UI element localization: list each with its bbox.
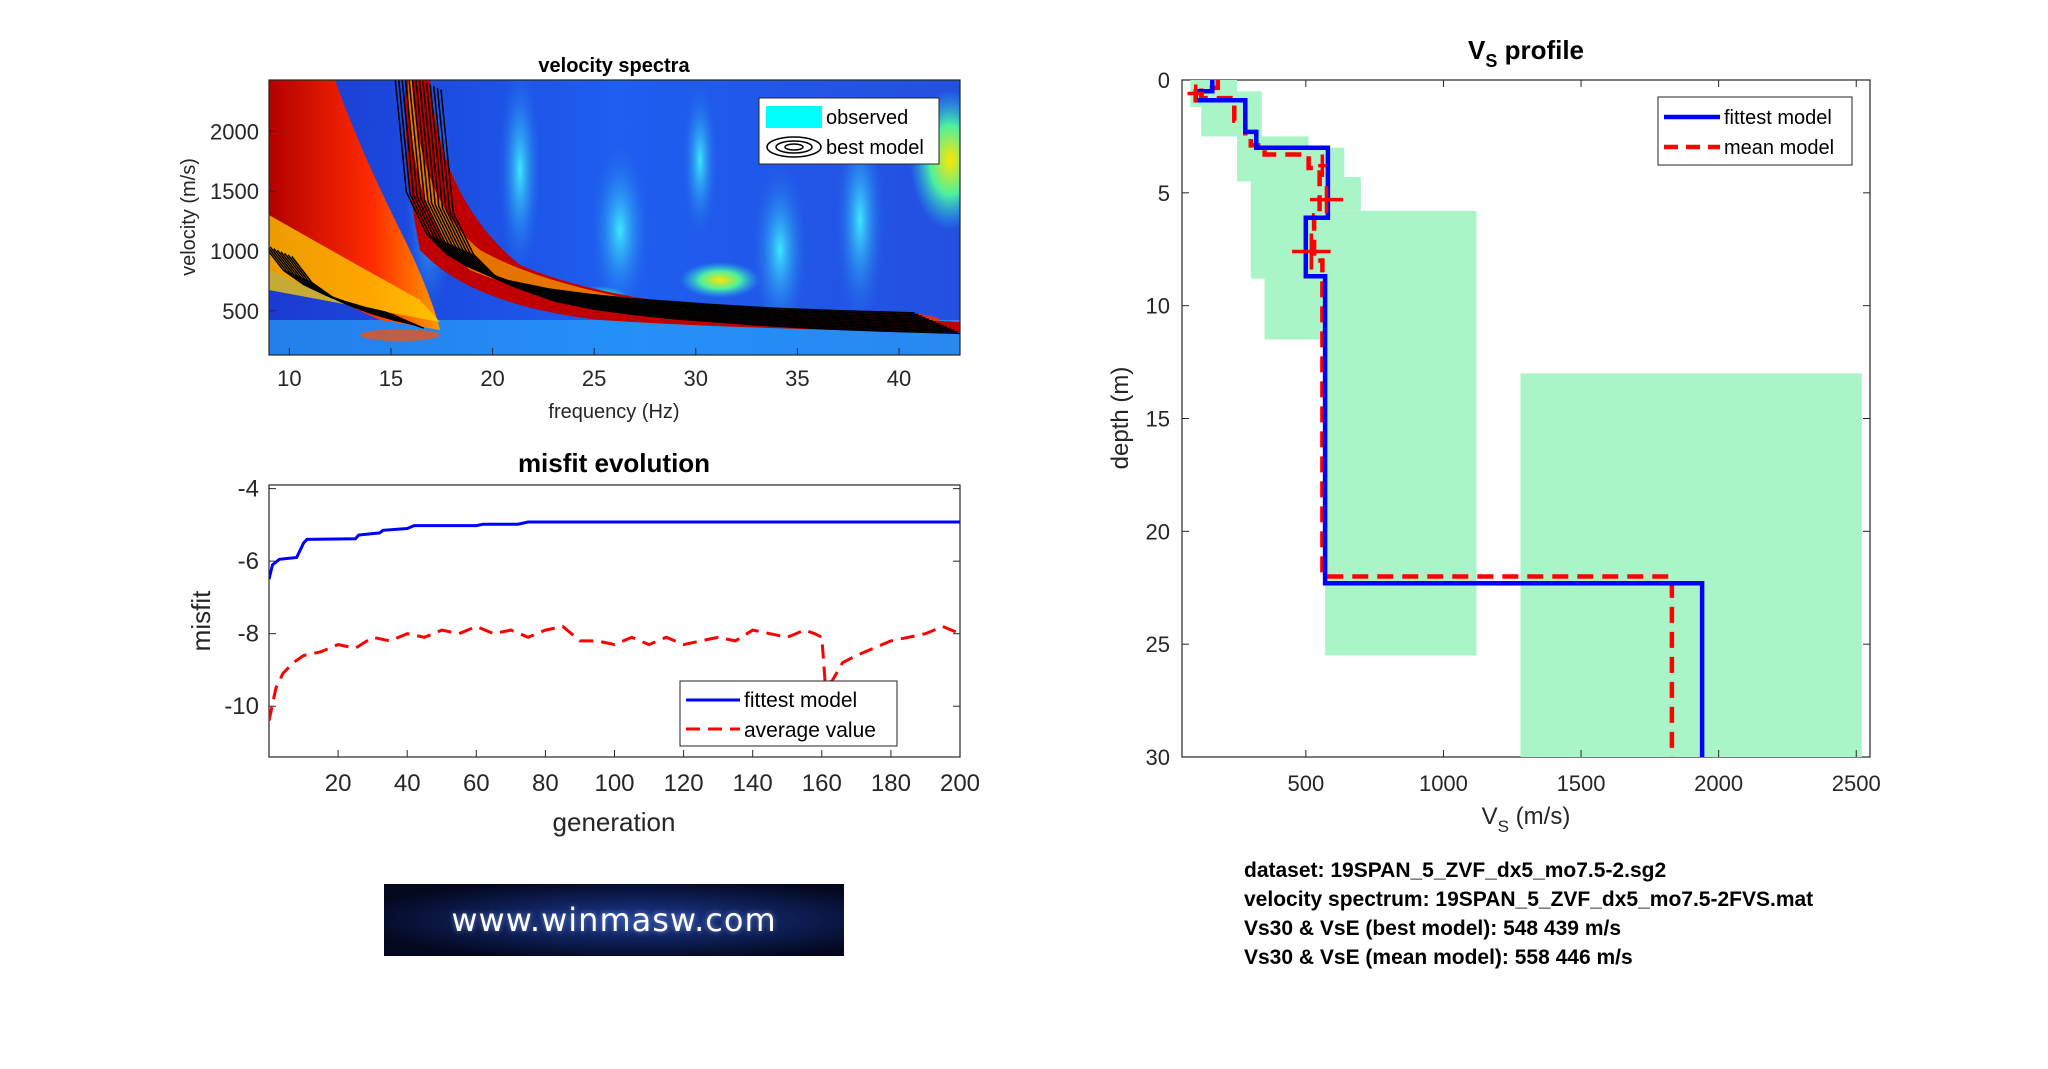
dataset-info: dataset: 19SPAN_5_ZVF_dx5_mo7.5-2.sg2 ve… xyxy=(1244,856,1813,972)
info-vs30-mean: Vs30 & VsE (mean model): 558 446 m/s xyxy=(1244,946,1633,969)
axis-ticks: 20 40 60 80 100 120 140 160 180 200 -4 -6 -8 -10 xyxy=(224,476,980,797)
y-tick-label: -6 xyxy=(238,548,259,575)
series-line-average-value xyxy=(269,624,960,722)
x-tick-label: 35 xyxy=(785,366,809,391)
uncertainty-box xyxy=(1264,271,1326,340)
y-tick-label: 500 xyxy=(222,299,259,324)
y-tick-label: 0 xyxy=(1158,68,1170,93)
legend-swatch-observed xyxy=(766,106,822,128)
x-tick-label: 140 xyxy=(733,770,773,797)
contour-line xyxy=(425,83,947,328)
contour-line xyxy=(429,84,951,330)
legend-label-observed: observed xyxy=(826,107,908,129)
y-axis-label: velocity (m/s) xyxy=(178,158,200,276)
x-tick-label: 80 xyxy=(532,770,559,797)
contour-line xyxy=(404,80,926,319)
contour-line xyxy=(397,80,919,316)
chart-legend: observed best model xyxy=(758,97,940,165)
error-bars xyxy=(1187,84,1343,270)
legend-label-fittest-model: fittest model xyxy=(1724,107,1832,129)
legend-label-fittest-model: fittest model xyxy=(744,689,857,712)
y-tick-label: 5 xyxy=(1158,181,1170,206)
x-tick-label: 200 xyxy=(940,770,980,797)
y-tick-label: 20 xyxy=(1146,519,1170,544)
misfit-evolution-chart: misfit evolution generation misfit 20 40 6… xyxy=(186,448,980,837)
x-tick-label: 15 xyxy=(379,366,403,391)
x-tick-label: 100 xyxy=(594,770,634,797)
axis-ticks: 10 15 20 25 30 35 40 500 1000 1500 2000 xyxy=(210,119,911,391)
contour-line xyxy=(436,87,958,333)
y-axis-label: misfit xyxy=(186,590,216,651)
x-tick-label: 2000 xyxy=(1694,771,1743,796)
chart-title: VS profile xyxy=(1468,35,1584,71)
y-tick-label: 15 xyxy=(1146,407,1170,432)
chart-title: misfit evolution xyxy=(518,448,710,478)
info-dataset: dataset: 19SPAN_5_ZVF_dx5_mo7.5-2.sg2 xyxy=(1244,859,1667,882)
contour-line xyxy=(440,89,960,335)
y-tick-label: -10 xyxy=(224,693,259,720)
vs-profile-chart: VS profile VS (m/s) depth (m) 500 1000 150… xyxy=(1107,35,1881,836)
x-tick-label: 30 xyxy=(684,366,708,391)
best-model-contours xyxy=(269,80,960,335)
x-tick-label: 25 xyxy=(582,366,606,391)
x-tick-label: 20 xyxy=(480,366,504,391)
x-tick-label: 1500 xyxy=(1557,771,1606,796)
x-tick-label: 40 xyxy=(394,770,421,797)
y-tick-label: 25 xyxy=(1146,632,1170,657)
x-axis-label: frequency (Hz) xyxy=(548,401,679,423)
axis-ticks: 500 1000 1500 2000 2500 0 5 10 15 20 25 30 xyxy=(1146,68,1881,796)
contour-line xyxy=(401,80,922,317)
info-velocity-spectrum: velocity spectrum: 19SPAN_5_ZVF_dx5_mo7.… xyxy=(1244,888,1814,911)
contour-line xyxy=(394,80,915,314)
x-tick-label: 120 xyxy=(664,770,704,797)
uncertainty-box xyxy=(1325,210,1477,656)
y-axis-label: depth (m) xyxy=(1107,367,1134,470)
legend-label-mean-model: mean model xyxy=(1724,137,1834,159)
contour-line xyxy=(433,86,955,331)
x-tick-label: 160 xyxy=(802,770,842,797)
contour-line xyxy=(422,81,944,327)
y-tick-label: 1000 xyxy=(210,239,259,264)
x-tick-label: 60 xyxy=(463,770,490,797)
uncertainty-box xyxy=(1520,373,1862,757)
x-tick-label: 180 xyxy=(871,770,911,797)
velocity-spectra-chart: velocity spectra frequency (Hz) velocity… xyxy=(178,55,961,423)
contour-legend-icon xyxy=(766,136,822,158)
x-axis-label: VS (m/s) xyxy=(1482,803,1571,836)
chart-legend: fittest model average value xyxy=(679,680,898,747)
y-tick-label: -4 xyxy=(238,476,259,503)
winmasw-logo[interactable]: www.winmasw.com xyxy=(384,884,844,956)
contour-line xyxy=(291,256,425,329)
legend-label-average-value: average value xyxy=(744,719,876,742)
contour-line xyxy=(411,80,933,322)
x-tick-label: 40 xyxy=(887,366,911,391)
x-tick-label: 2500 xyxy=(1832,771,1881,796)
x-tick-label: 500 xyxy=(1287,771,1324,796)
x-tick-label: 20 xyxy=(325,770,352,797)
y-tick-label: 2000 xyxy=(210,119,259,144)
chart-legend: fittest model mean model xyxy=(1657,96,1853,166)
series-line-fittest-model xyxy=(269,520,960,580)
contour-line xyxy=(418,80,940,325)
y-tick-label: 1500 xyxy=(210,179,259,204)
legend-label-best-model: best model xyxy=(826,137,924,159)
logo-text: www.winmasw.com xyxy=(451,901,777,939)
chart-title: velocity spectra xyxy=(538,55,690,77)
contour-line xyxy=(415,80,937,324)
contour-line xyxy=(408,80,929,320)
x-tick-label: 10 xyxy=(277,366,301,391)
x-tick-label: 1000 xyxy=(1419,771,1468,796)
plot-frame xyxy=(268,79,961,356)
y-tick-label: -8 xyxy=(238,621,259,648)
x-axis-label: generation xyxy=(553,807,676,837)
info-vs30-best: Vs30 & VsE (best model): 548 439 m/s xyxy=(1244,917,1622,940)
y-tick-label: 10 xyxy=(1146,294,1170,319)
y-tick-label: 30 xyxy=(1146,745,1170,770)
